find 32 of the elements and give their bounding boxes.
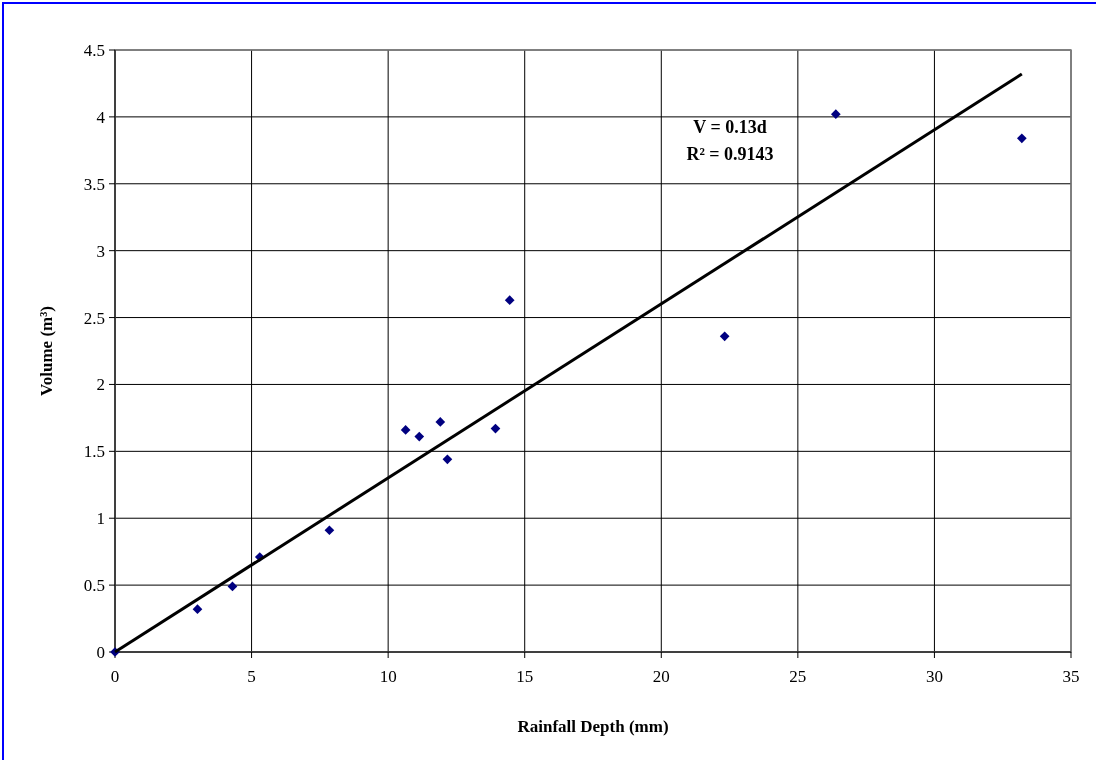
y-tick-label: 1.5 (83, 442, 105, 462)
y-tick-label: 2 (96, 375, 105, 395)
point (1016, 133, 1027, 144)
annotation: R² = 0.9143 (686, 144, 774, 164)
y-tick-label: 0.5 (83, 576, 105, 596)
y-tick-label: 1 (96, 509, 105, 529)
x-tick-label: 0 (110, 667, 120, 686)
point (414, 431, 425, 442)
x-tick-label: 30 (925, 667, 943, 686)
point (435, 417, 446, 427)
x-tick-label: 20 (652, 667, 670, 686)
point (324, 525, 335, 536)
point (192, 604, 203, 615)
y-tick-label: 2.5 (83, 308, 105, 328)
x-tick-label: 25 (789, 667, 807, 686)
annotation: V = 0.13d (693, 117, 767, 137)
x-tick-label: 15 (516, 667, 534, 686)
y-tick-label: 0 (96, 642, 105, 662)
x-axis-title: Rainfall Depth (mm) (517, 717, 669, 736)
y-tick-label: 4 (96, 107, 106, 127)
x-tick-label: 10 (379, 667, 397, 686)
y-tick-label: 3 (96, 241, 105, 261)
point (504, 295, 515, 306)
y-axis-title: Volume (m³) (37, 306, 56, 396)
point (830, 109, 841, 120)
y-tick-label: 3.5 (83, 174, 105, 194)
x-tick-label: 35 (1062, 667, 1080, 686)
point (719, 331, 730, 342)
x-tick-label: 5 (247, 667, 256, 686)
point (400, 425, 411, 435)
point (442, 454, 453, 465)
y-tick-label: 4.5 (83, 40, 105, 60)
